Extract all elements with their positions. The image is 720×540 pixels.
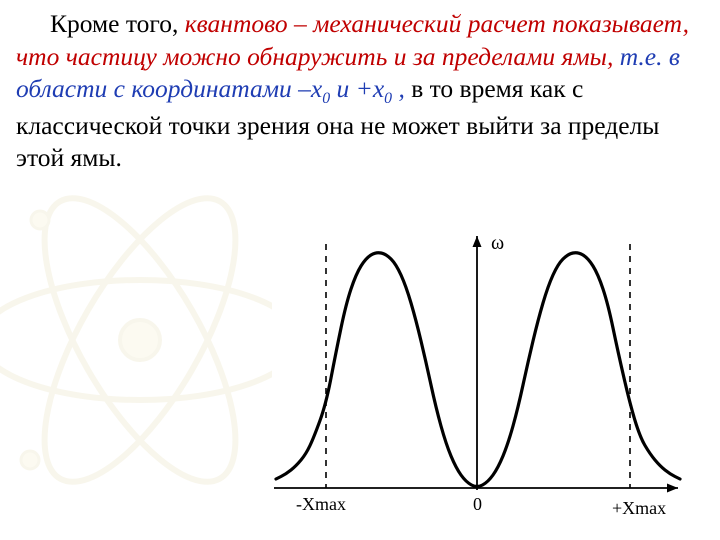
probability-chart: ω -Xmax 0 +Xmax	[272, 232, 682, 532]
text-blue-tail: ,	[392, 74, 411, 103]
x-label-right: +Xmax	[612, 498, 666, 519]
text-blue-coord2: +х	[356, 74, 385, 103]
text-blue-coord1: –х	[298, 74, 322, 103]
x-label-left: -Xmax	[296, 494, 346, 515]
text-blue-and: и	[330, 74, 356, 103]
text-blue-sub2: 0	[384, 90, 392, 107]
text-blue-sub1: 0	[322, 90, 330, 107]
paragraph: Кроме того, квантово – механический расч…	[16, 8, 704, 175]
text-leadin: Кроме того,	[50, 9, 185, 38]
y-axis-label: ω	[491, 232, 504, 255]
text-black-1: в то время	[411, 74, 530, 103]
chart-svg	[272, 232, 682, 532]
x-label-zero: 0	[473, 494, 482, 515]
